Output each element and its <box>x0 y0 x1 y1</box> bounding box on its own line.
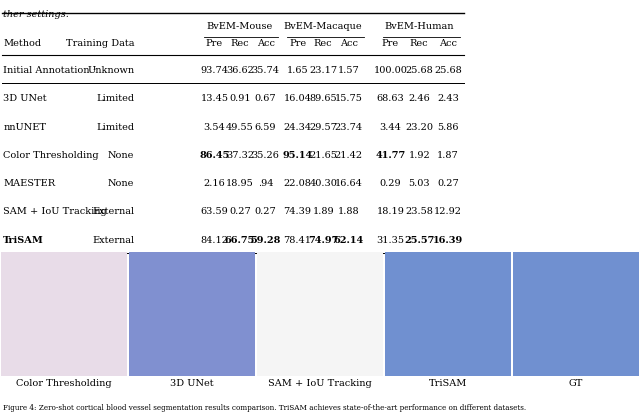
Text: 68.63: 68.63 <box>376 94 404 103</box>
Text: GT: GT <box>569 379 583 388</box>
Text: Rec: Rec <box>314 39 333 48</box>
Text: MAESTER: MAESTER <box>3 179 55 188</box>
Text: 23.17: 23.17 <box>309 66 337 75</box>
Text: Color Thresholding: Color Thresholding <box>16 379 112 388</box>
Text: 31.35: 31.35 <box>376 236 404 245</box>
Text: Rec: Rec <box>230 39 250 48</box>
Text: Limited: Limited <box>96 123 134 131</box>
Text: 0.27: 0.27 <box>255 208 276 216</box>
Text: 49.55: 49.55 <box>226 123 254 131</box>
Text: External: External <box>92 208 134 216</box>
Text: 25.68: 25.68 <box>405 66 433 75</box>
Text: 89.65: 89.65 <box>309 94 337 103</box>
Text: External: External <box>92 236 134 245</box>
Text: 35.26: 35.26 <box>252 151 280 160</box>
Text: 21.65: 21.65 <box>309 151 337 160</box>
Text: 3D UNet: 3D UNet <box>170 379 214 388</box>
Text: 1.57: 1.57 <box>338 66 360 75</box>
Text: 0.67: 0.67 <box>255 94 276 103</box>
Text: 86.45: 86.45 <box>199 151 230 160</box>
Text: 5.03: 5.03 <box>408 179 430 188</box>
Text: 3D UNet: 3D UNet <box>3 94 47 103</box>
Text: 1.87: 1.87 <box>437 151 459 160</box>
Text: 1.92: 1.92 <box>408 151 430 160</box>
Text: 23.58: 23.58 <box>405 208 433 216</box>
Text: 25.68: 25.68 <box>434 66 462 75</box>
Text: 3.54: 3.54 <box>204 123 225 131</box>
Text: 66.75: 66.75 <box>225 236 255 245</box>
Text: TriSAM: TriSAM <box>429 379 467 388</box>
Text: BvEM-Macaque: BvEM-Macaque <box>284 22 362 31</box>
Text: ther settings.: ther settings. <box>3 10 69 19</box>
Text: 2.43: 2.43 <box>437 94 459 103</box>
Text: 41.77: 41.77 <box>375 151 406 160</box>
Text: 29.57: 29.57 <box>309 123 337 131</box>
Text: 59.28: 59.28 <box>250 236 281 245</box>
Text: SAM + IoU Tracking: SAM + IoU Tracking <box>268 379 372 388</box>
Text: Limited: Limited <box>96 94 134 103</box>
Text: 21.42: 21.42 <box>335 151 363 160</box>
Text: 84.12: 84.12 <box>200 236 228 245</box>
Text: Pre: Pre <box>289 39 306 48</box>
Text: 78.41: 78.41 <box>284 236 312 245</box>
Text: BvEM-Human: BvEM-Human <box>385 22 454 31</box>
Text: 63.59: 63.59 <box>200 208 228 216</box>
Text: BvEM-Mouse: BvEM-Mouse <box>207 22 273 31</box>
Text: Training Data: Training Data <box>66 39 134 48</box>
Text: Pre: Pre <box>382 39 399 48</box>
Text: 0.27: 0.27 <box>437 179 459 188</box>
Text: 2.46: 2.46 <box>408 94 430 103</box>
Text: 25.57: 25.57 <box>404 236 435 245</box>
Text: None: None <box>108 151 134 160</box>
Text: 40.30: 40.30 <box>309 179 337 188</box>
Text: TriSAM: TriSAM <box>3 236 44 245</box>
Text: 1.65: 1.65 <box>287 66 308 75</box>
Text: 23.74: 23.74 <box>335 123 363 131</box>
Text: 93.74: 93.74 <box>200 66 228 75</box>
Text: 74.39: 74.39 <box>284 208 312 216</box>
Text: SAM + IoU Tracking: SAM + IoU Tracking <box>3 208 107 216</box>
Text: Initial Annotation ¹: Initial Annotation ¹ <box>3 66 97 75</box>
Text: 35.74: 35.74 <box>252 66 280 75</box>
Text: Color Thresholding: Color Thresholding <box>3 151 99 160</box>
Text: nnUNET: nnUNET <box>3 123 46 131</box>
Text: 13.45: 13.45 <box>200 94 228 103</box>
Text: 6.59: 6.59 <box>255 123 276 131</box>
Text: 2.16: 2.16 <box>204 179 225 188</box>
Text: 18.95: 18.95 <box>226 179 254 188</box>
Text: .94: .94 <box>258 179 273 188</box>
Text: 18.19: 18.19 <box>376 208 404 216</box>
Text: 3.44: 3.44 <box>380 123 401 131</box>
Text: 62.14: 62.14 <box>333 236 364 245</box>
Text: Acc: Acc <box>257 39 275 48</box>
Text: 16.39: 16.39 <box>433 236 463 245</box>
Text: 16.64: 16.64 <box>335 179 363 188</box>
Text: Acc: Acc <box>439 39 457 48</box>
Text: Rec: Rec <box>410 39 429 48</box>
Text: 24.34: 24.34 <box>284 123 312 131</box>
Text: Figure 4: Zero-shot cortical blood vessel segmentation results comparison. TriSA: Figure 4: Zero-shot cortical blood vesse… <box>3 404 526 412</box>
Text: 23.20: 23.20 <box>405 123 433 131</box>
Text: 100.00: 100.00 <box>374 66 407 75</box>
Text: 1.89: 1.89 <box>312 208 334 216</box>
Text: Pre: Pre <box>206 39 223 48</box>
Text: 37.32: 37.32 <box>226 151 254 160</box>
Text: Unknown: Unknown <box>87 66 134 75</box>
Text: 95.14: 95.14 <box>282 151 313 160</box>
Text: 22.08: 22.08 <box>284 179 312 188</box>
Text: 15.75: 15.75 <box>335 94 363 103</box>
Text: None: None <box>108 179 134 188</box>
Text: 16.04: 16.04 <box>284 94 312 103</box>
Text: 12.92: 12.92 <box>434 208 462 216</box>
Text: Method: Method <box>3 39 42 48</box>
Text: 0.29: 0.29 <box>380 179 401 188</box>
Text: 36.62: 36.62 <box>226 66 254 75</box>
Text: 0.91: 0.91 <box>229 94 251 103</box>
Text: 74.97: 74.97 <box>308 236 339 245</box>
Text: 1.88: 1.88 <box>338 208 360 216</box>
Text: 5.86: 5.86 <box>437 123 459 131</box>
Text: 0.27: 0.27 <box>229 208 251 216</box>
Text: Acc: Acc <box>340 39 358 48</box>
